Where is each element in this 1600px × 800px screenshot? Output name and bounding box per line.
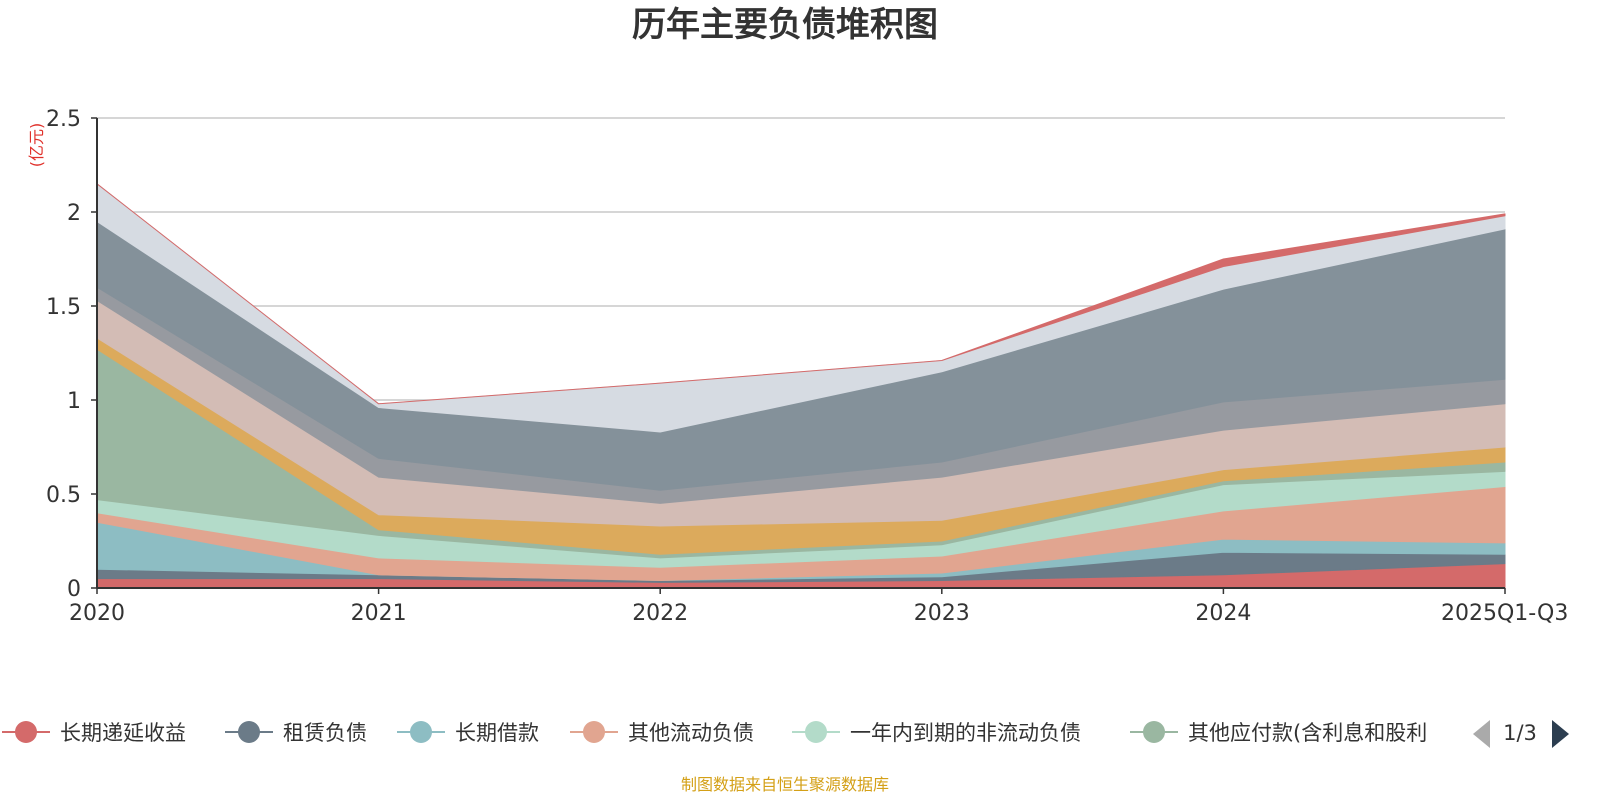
legend-label: 长期递延收益: [60, 721, 186, 745]
y-tick-label: 0: [67, 577, 81, 602]
area-合同负债: [96, 183, 1506, 405]
x-tick-label: 2022: [632, 601, 688, 626]
y-tick-label: 0.5: [46, 483, 81, 508]
legend-label: 其他应付款(含利息和股利: [1188, 721, 1427, 745]
y-tick-label: 1.5: [46, 295, 81, 320]
legend-next-page-icon[interactable]: [1552, 720, 1569, 748]
y-axis-unit-label: (亿元): [27, 123, 46, 168]
x-tick-label: 2021: [351, 601, 407, 626]
legend-label: 租赁负债: [283, 721, 367, 745]
x-tick-label: 2023: [914, 601, 970, 626]
legend-marker: [238, 721, 260, 743]
axes: 0 0.5 1 1.5 2 2.5 2020 2021 2022 2023 2024 2025Q1-Q…: [46, 107, 1568, 626]
y-tick-label: 2: [67, 201, 81, 226]
legend-page-indicator: 1/3: [1503, 721, 1537, 745]
x-tick-label: 2024: [1195, 601, 1251, 626]
legend-prev-page-icon[interactable]: [1473, 720, 1490, 748]
legend-label: 其他流动负债: [628, 721, 754, 745]
y-tick-label: 2.5: [46, 107, 81, 132]
legend-marker: [1143, 721, 1165, 743]
x-tick-label: 2025Q1-Q3: [1441, 601, 1568, 626]
chart-title: 历年主要负债堆积图: [632, 5, 938, 45]
legend-marker: [15, 721, 37, 743]
y-tick-label: 1: [67, 389, 81, 414]
area-series: [96, 183, 1506, 589]
data-source-note: 制图数据来自恒生聚源数据库: [681, 775, 889, 794]
legend: 长期递延收益 租赁负债 长期借款 其他流动负债 一年内到期的非流动负债 其他应付款(含利息…: [2, 720, 1569, 748]
legend-marker: [805, 721, 827, 743]
legend-marker: [410, 721, 432, 743]
x-tick-label: 2020: [69, 601, 125, 626]
legend-label: 一年内到期的非流动负债: [850, 721, 1081, 745]
legend-marker: [583, 721, 605, 743]
legend-label: 长期借款: [455, 721, 539, 745]
